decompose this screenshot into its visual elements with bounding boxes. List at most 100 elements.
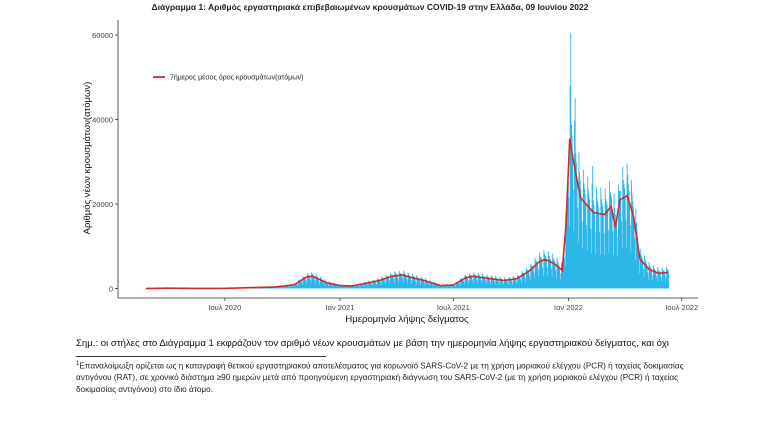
bar <box>456 282 458 289</box>
x-tick-label: Ιουλ 2021 <box>437 303 470 312</box>
bar <box>326 281 328 289</box>
bar <box>534 258 536 289</box>
bar <box>439 284 441 289</box>
bar <box>347 285 349 289</box>
bar <box>532 266 534 289</box>
bar <box>407 272 409 289</box>
bar <box>410 280 412 289</box>
bar <box>545 259 547 289</box>
bar <box>359 283 361 289</box>
bar <box>602 214 604 289</box>
bar <box>548 255 550 289</box>
bar <box>368 281 370 289</box>
bar <box>549 258 551 289</box>
bar <box>401 278 403 289</box>
bar <box>293 286 294 289</box>
bar <box>549 257 550 289</box>
bar <box>393 282 395 289</box>
bar <box>332 286 334 289</box>
bar <box>637 237 639 289</box>
bar <box>487 276 489 289</box>
bar <box>425 279 427 289</box>
bar <box>572 153 574 289</box>
bar <box>443 284 445 289</box>
x-tick-label: Ιαν 2022 <box>554 303 583 312</box>
bar <box>440 285 442 289</box>
bar <box>559 267 560 289</box>
bar <box>645 261 647 289</box>
bar <box>427 281 429 289</box>
bar <box>390 272 391 289</box>
bar <box>490 284 492 289</box>
bar <box>613 193 615 289</box>
bar <box>457 282 458 289</box>
bar <box>279 287 281 289</box>
bar <box>345 286 346 289</box>
bar <box>591 253 592 289</box>
bar <box>463 281 465 289</box>
bar <box>477 283 478 289</box>
bar <box>262 287 264 289</box>
bar <box>320 278 322 289</box>
bar <box>530 265 532 289</box>
bar <box>649 266 651 289</box>
bar <box>594 212 596 289</box>
bar <box>435 283 437 289</box>
bar <box>384 281 386 289</box>
bar <box>474 274 476 289</box>
bar <box>568 197 570 289</box>
bar <box>551 276 553 289</box>
bar <box>492 278 494 289</box>
bar <box>497 278 499 289</box>
bar <box>433 281 435 289</box>
bar <box>408 275 410 289</box>
bar <box>490 275 492 289</box>
bar <box>654 268 656 289</box>
bar <box>301 284 303 289</box>
bar <box>597 205 599 289</box>
bar <box>320 276 321 289</box>
bar <box>658 271 660 289</box>
bar <box>470 275 472 289</box>
bar <box>302 276 304 289</box>
bar <box>403 270 405 289</box>
bar <box>441 286 443 289</box>
y-tick-label: 0 <box>109 284 113 293</box>
bar <box>605 198 607 289</box>
bar <box>336 285 338 289</box>
bar <box>328 281 330 289</box>
bar <box>531 265 533 289</box>
bar <box>562 260 564 289</box>
bar <box>387 276 389 289</box>
bar <box>633 216 635 289</box>
bar <box>554 264 556 289</box>
bar <box>515 281 517 289</box>
bar <box>512 284 514 289</box>
bar <box>426 280 428 289</box>
bar <box>587 189 589 289</box>
bar <box>620 199 622 289</box>
bar <box>606 201 607 289</box>
bar <box>428 285 430 289</box>
bar <box>475 275 477 289</box>
bar <box>330 282 331 289</box>
bar <box>317 277 319 289</box>
bar <box>615 221 617 289</box>
bar <box>565 212 567 289</box>
bar <box>639 273 641 289</box>
bar <box>558 265 560 289</box>
bar <box>648 261 650 289</box>
bar <box>308 275 309 289</box>
bar <box>487 276 488 289</box>
bar <box>334 283 336 289</box>
bar <box>505 279 507 289</box>
bar <box>471 276 473 289</box>
bar <box>606 204 608 289</box>
bar <box>475 276 477 289</box>
bar <box>430 281 432 289</box>
bar <box>409 275 411 289</box>
bar <box>668 270 669 289</box>
bar <box>590 228 592 289</box>
bar <box>287 285 289 289</box>
bar <box>306 283 308 289</box>
